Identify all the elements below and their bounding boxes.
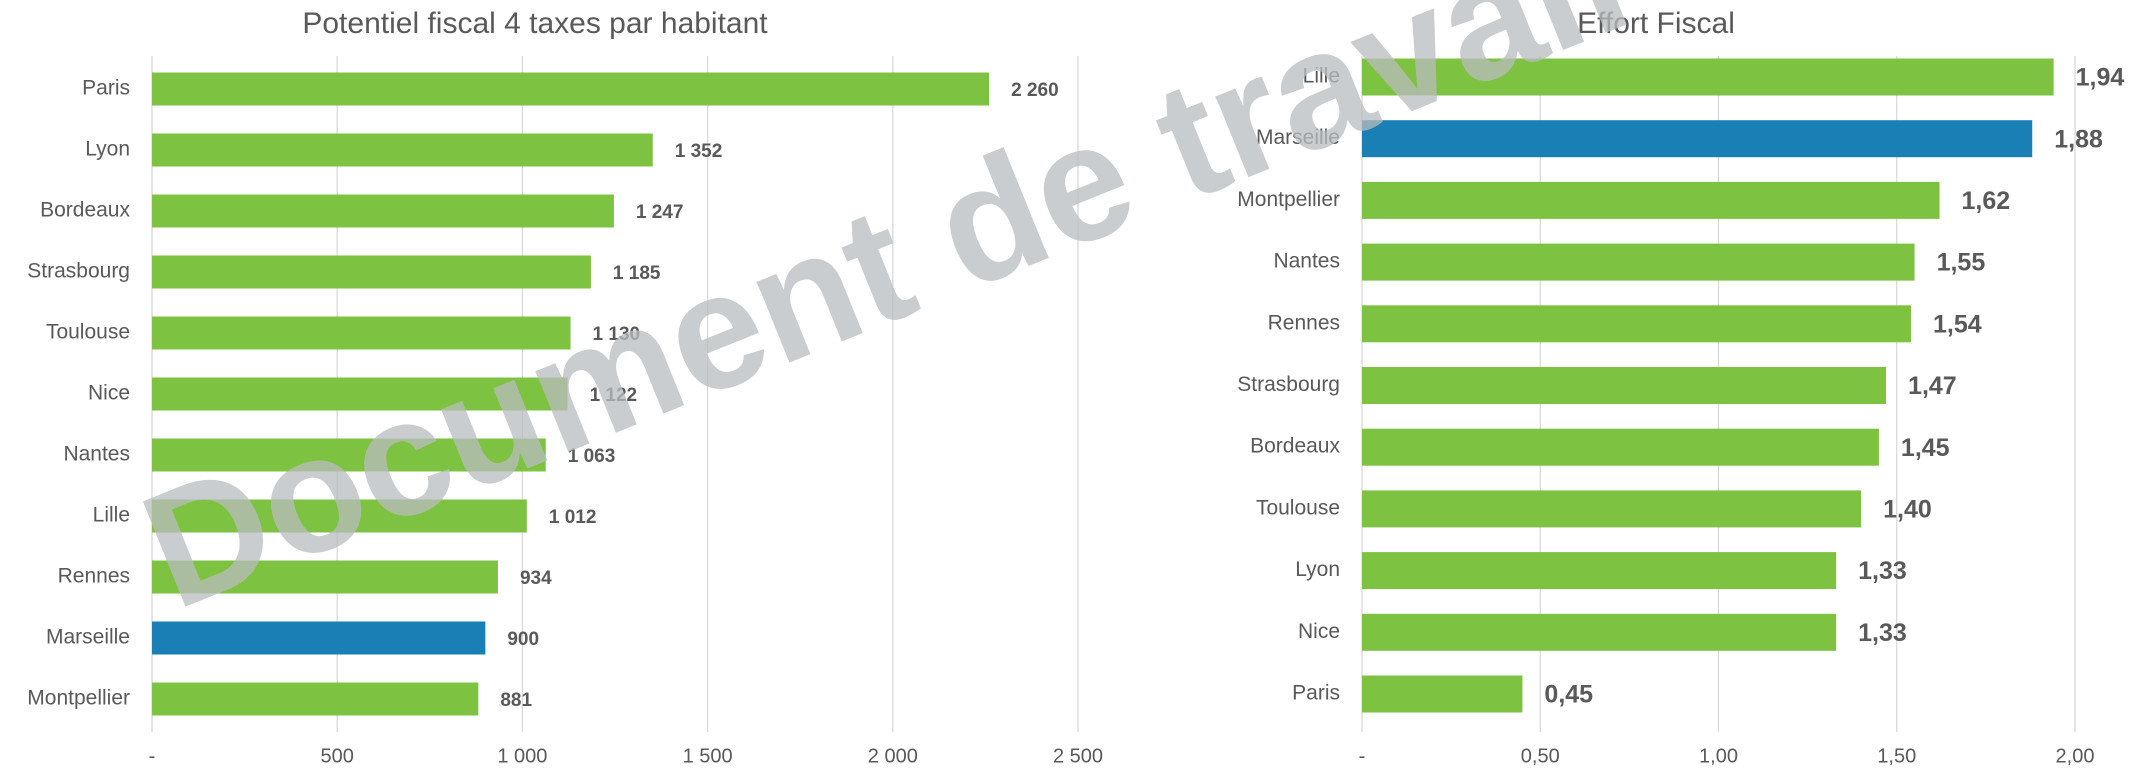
- bar: [152, 133, 653, 167]
- value-label: 934: [520, 568, 552, 589]
- value-label: 1 185: [613, 263, 661, 284]
- bar: [1362, 675, 1523, 713]
- category-label: Nantes: [63, 443, 130, 466]
- x-tick-label: 2,00: [2056, 745, 2095, 767]
- category-label: Montpellier: [1237, 188, 1340, 211]
- bar: [1362, 613, 1837, 651]
- value-label: 1,55: [1937, 249, 1986, 277]
- bar: [152, 72, 990, 106]
- category-label: Lille: [1303, 65, 1340, 88]
- bar: [152, 621, 486, 655]
- category-label: Nantes: [1273, 250, 1340, 273]
- bar: [152, 499, 527, 533]
- category-label: Paris: [1292, 682, 1340, 705]
- bar: [1362, 490, 1862, 528]
- x-tick-label: -: [1359, 745, 1366, 767]
- value-label: 1 012: [549, 507, 597, 528]
- value-label: 1 122: [590, 385, 638, 406]
- category-label: Toulouse: [46, 321, 130, 344]
- category-label: Paris: [82, 77, 130, 100]
- value-label: 1 063: [568, 446, 616, 467]
- bar: [1362, 181, 1940, 219]
- bar: [1362, 552, 1837, 590]
- bar: [1362, 120, 2033, 158]
- x-tick-label: 1,00: [1699, 745, 1738, 767]
- category-label: Marseille: [46, 626, 130, 649]
- category-label: Bordeaux: [1250, 435, 1340, 458]
- value-label: 1,47: [1908, 372, 1957, 400]
- category-label: Lyon: [1295, 558, 1340, 581]
- value-label: 0,45: [1544, 681, 1593, 709]
- value-label: 1,33: [1858, 557, 1907, 585]
- category-label: Rennes: [58, 565, 130, 588]
- category-label: Strasbourg: [27, 260, 130, 283]
- bar: [1362, 243, 1915, 281]
- bar: [1362, 58, 2054, 96]
- x-tick-label: 0,50: [1521, 745, 1560, 767]
- category-label: Rennes: [1268, 311, 1340, 334]
- value-label: 1,33: [1858, 619, 1907, 647]
- value-label: 1,40: [1883, 496, 1932, 524]
- category-label: Toulouse: [1256, 496, 1340, 519]
- bar: [152, 194, 614, 228]
- category-label: Montpellier: [27, 687, 130, 710]
- chart-title: Effort Fiscal: [1577, 7, 1735, 40]
- category-label: Lille: [93, 504, 130, 527]
- category-label: Marseille: [1256, 126, 1340, 149]
- bar: [1362, 367, 1887, 404]
- value-label: 1,94: [2076, 64, 2125, 92]
- category-label: Strasbourg: [1237, 373, 1340, 396]
- x-tick-label: 1,50: [1877, 745, 1916, 767]
- bar: [152, 377, 568, 411]
- value-label: 1 130: [593, 324, 641, 345]
- chart-title: Potentiel fiscal 4 taxes par habitant: [302, 7, 768, 40]
- bar: [152, 682, 479, 716]
- x-tick-label: 500: [321, 745, 354, 767]
- category-label: Bordeaux: [40, 199, 130, 222]
- value-label: 1,54: [1933, 310, 1982, 338]
- x-tick-label: 1 500: [683, 745, 733, 767]
- bar: [1362, 428, 1879, 466]
- x-tick-label: -: [149, 745, 156, 767]
- category-label: Lyon: [85, 138, 130, 161]
- bar: [152, 316, 571, 350]
- value-label: 1,88: [2054, 125, 2103, 153]
- category-label: Nice: [1298, 620, 1340, 643]
- bar: [152, 438, 546, 472]
- value-label: 881: [500, 690, 532, 711]
- category-label: Nice: [88, 382, 130, 405]
- value-label: 1 247: [636, 202, 684, 223]
- charts: Potentiel fiscal 4 taxes par habitant - 50…: [27, 7, 2124, 767]
- value-label: 2 260: [1011, 80, 1059, 101]
- x-tick-label: 1 000: [497, 745, 547, 767]
- x-tick-label: 2 000: [868, 745, 918, 767]
- x-tick-label: 2 500: [1053, 745, 1103, 767]
- value-label: 1,45: [1901, 434, 1950, 462]
- value-label: 1,62: [1962, 187, 2011, 215]
- bar: [1362, 305, 1912, 343]
- value-label: 900: [507, 629, 539, 650]
- bar: [152, 255, 591, 289]
- value-label: 1 352: [675, 141, 723, 162]
- bar: [152, 560, 498, 594]
